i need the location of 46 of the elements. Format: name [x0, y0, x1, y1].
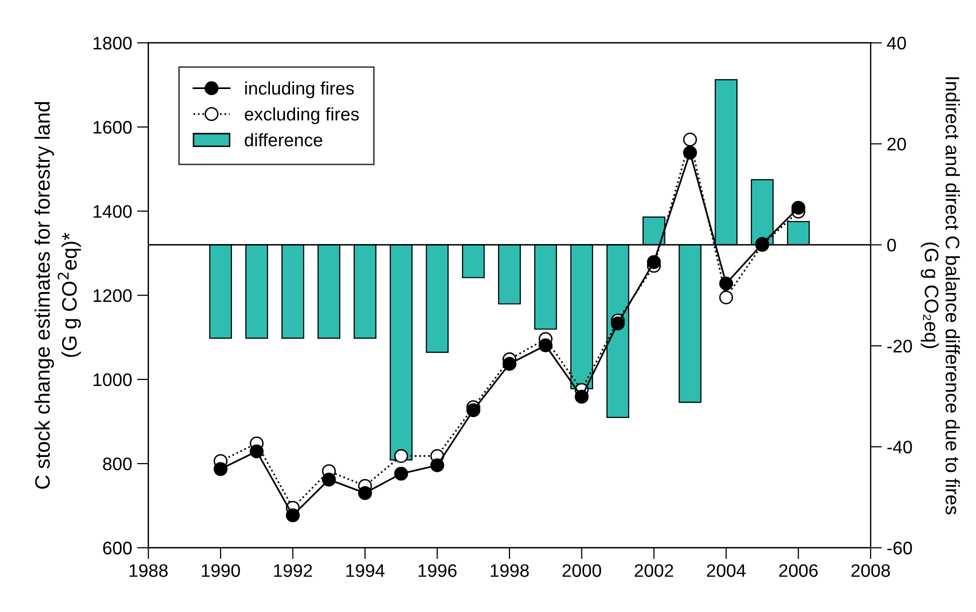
point — [214, 462, 228, 476]
x-tick-label: 2004 — [706, 564, 746, 577]
y2-tick-label: 0 — [887, 238, 896, 252]
point — [250, 444, 264, 458]
y-tick-label: 1400 — [94, 205, 132, 218]
point — [394, 449, 408, 463]
y-tick-label: 600 — [103, 542, 132, 554]
y-tick-label: 1600 — [94, 120, 132, 134]
x-tick-label: 1990 — [202, 564, 240, 577]
x-tick-label: 1994 — [346, 564, 385, 577]
legend-label: including fires — [245, 81, 354, 98]
legend-label: excluding fires — [244, 107, 359, 124]
point — [683, 146, 697, 160]
point — [574, 390, 589, 404]
y2-tick-label: -40 — [887, 440, 912, 454]
point — [610, 316, 625, 330]
y-axis-title: C stock change estimates for forestry land (G g CO$^{2}$eq)* — [34, 102, 81, 489]
y-tick-label: 1000 — [94, 373, 132, 386]
x-tick-label: 2000 — [562, 564, 602, 577]
point — [394, 466, 408, 481]
x-tick-label: 2002 — [634, 564, 674, 577]
point — [502, 356, 516, 371]
point — [646, 255, 661, 269]
y-tick-label: 800 — [103, 458, 132, 470]
y2-tick-label: -20 — [887, 340, 912, 352]
point — [538, 338, 553, 352]
point — [322, 472, 336, 487]
point — [791, 200, 806, 215]
y-tick-label: 1200 — [94, 289, 132, 302]
y2-axis-title: Indirect and direct C balance difference due to fires (G g CO₂eq) — [920, 77, 960, 514]
point — [466, 403, 480, 418]
y-tick-label: 1800 — [94, 36, 132, 50]
point — [358, 486, 372, 500]
x-tick-label: 2008 — [851, 564, 890, 577]
x-tick-label: 1998 — [490, 564, 529, 577]
y2-tick-label: -60 — [887, 542, 912, 554]
x-tick-label: 1988 — [130, 564, 168, 577]
x-tick-label: 1992 — [274, 564, 312, 577]
point — [430, 458, 444, 472]
y2-tick-label: 40 — [886, 36, 906, 50]
y2-tick-label: 20 — [887, 138, 906, 151]
point — [719, 276, 734, 290]
x-tick-label: 1996 — [418, 564, 457, 577]
legend-label: difference — [244, 133, 322, 146]
point — [286, 508, 300, 522]
x-tick-label: 2006 — [779, 564, 818, 577]
